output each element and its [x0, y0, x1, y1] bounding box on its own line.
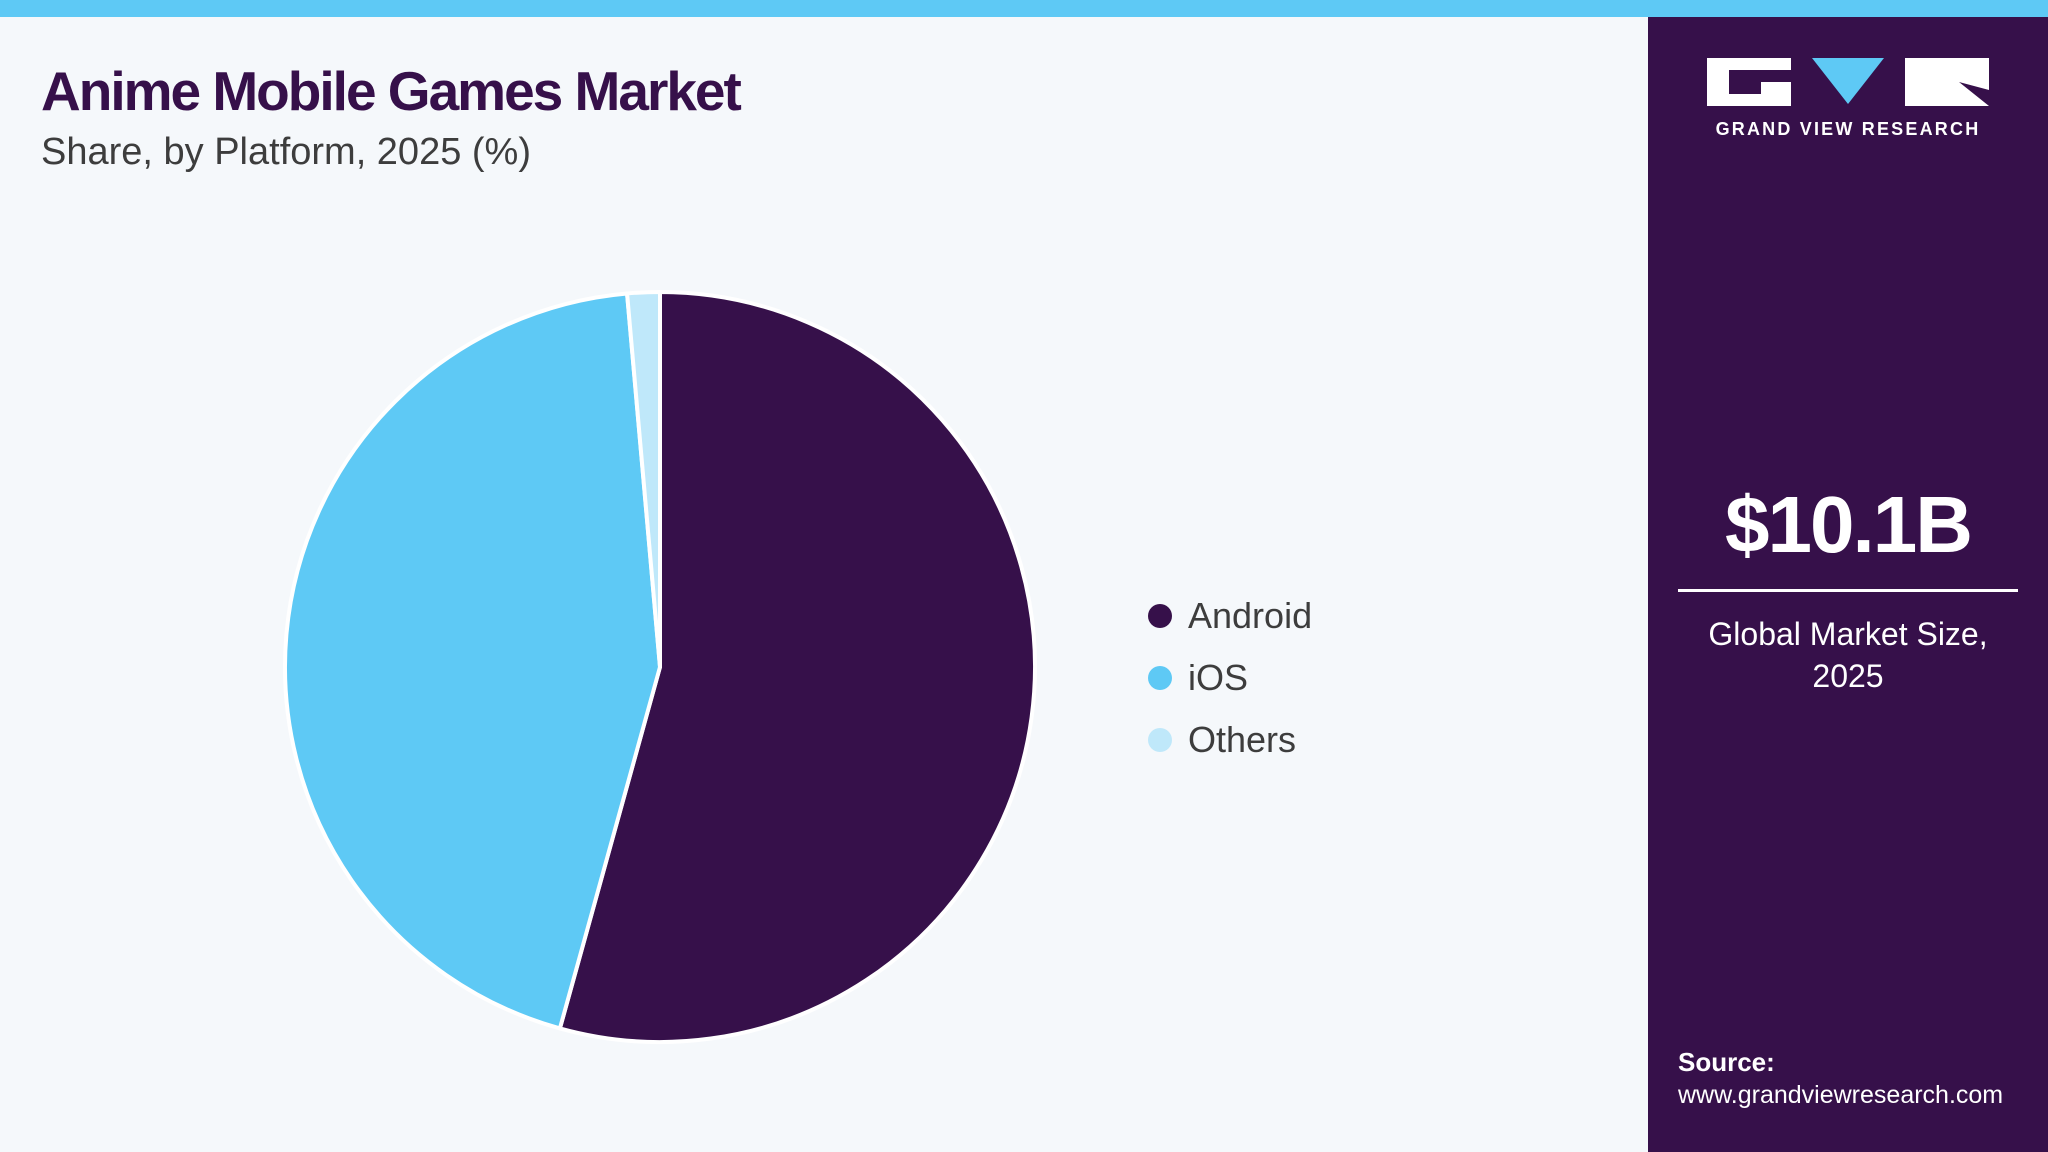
legend-marker-ios [1148, 666, 1172, 690]
legend-item-android: Android [1148, 585, 1312, 647]
top-accent-bar [0, 0, 2048, 17]
legend-item-ios: iOS [1148, 647, 1312, 709]
divider [1678, 589, 2018, 592]
pie-slice-android [557, 290, 1037, 1044]
legend-marker-others [1148, 728, 1172, 752]
pie-chart [283, 290, 1037, 1044]
legend-label-ios: iOS [1188, 657, 1249, 698]
source-label: Source: [1678, 1047, 1775, 1077]
legend-marker-android [1148, 604, 1172, 628]
market-size-label: Global Market Size, 2025 [1708, 616, 1988, 694]
grand-view-research-logo: GRAND VIEW RESEARCH [1707, 58, 1989, 140]
gvr-logo-icon [1707, 58, 1989, 106]
chart-subtitle: Share, by Platform, 2025 (%) [41, 131, 531, 173]
chart-title: Anime Mobile Games Market [41, 60, 742, 122]
side-panel: GRAND VIEW RESEARCH $10.1B Global Market… [1648, 17, 2048, 1152]
pie-slice-ios [283, 291, 662, 1031]
source-link[interactable]: www.grandviewresearch.com [1678, 1081, 2004, 1109]
legend-label-others: Others [1188, 719, 1297, 760]
market-size-value: $10.1B [1725, 480, 1973, 569]
legend-label-android: Android [1188, 595, 1313, 636]
legend: Android iOS Others [1148, 585, 1312, 771]
legend-item-others: Others [1148, 709, 1312, 771]
logo-text: GRAND VIEW RESEARCH [1715, 119, 1981, 139]
chart-area: Anime Mobile Games Market Share, by Plat… [0, 17, 1648, 1152]
pie-slice-others [625, 290, 662, 669]
